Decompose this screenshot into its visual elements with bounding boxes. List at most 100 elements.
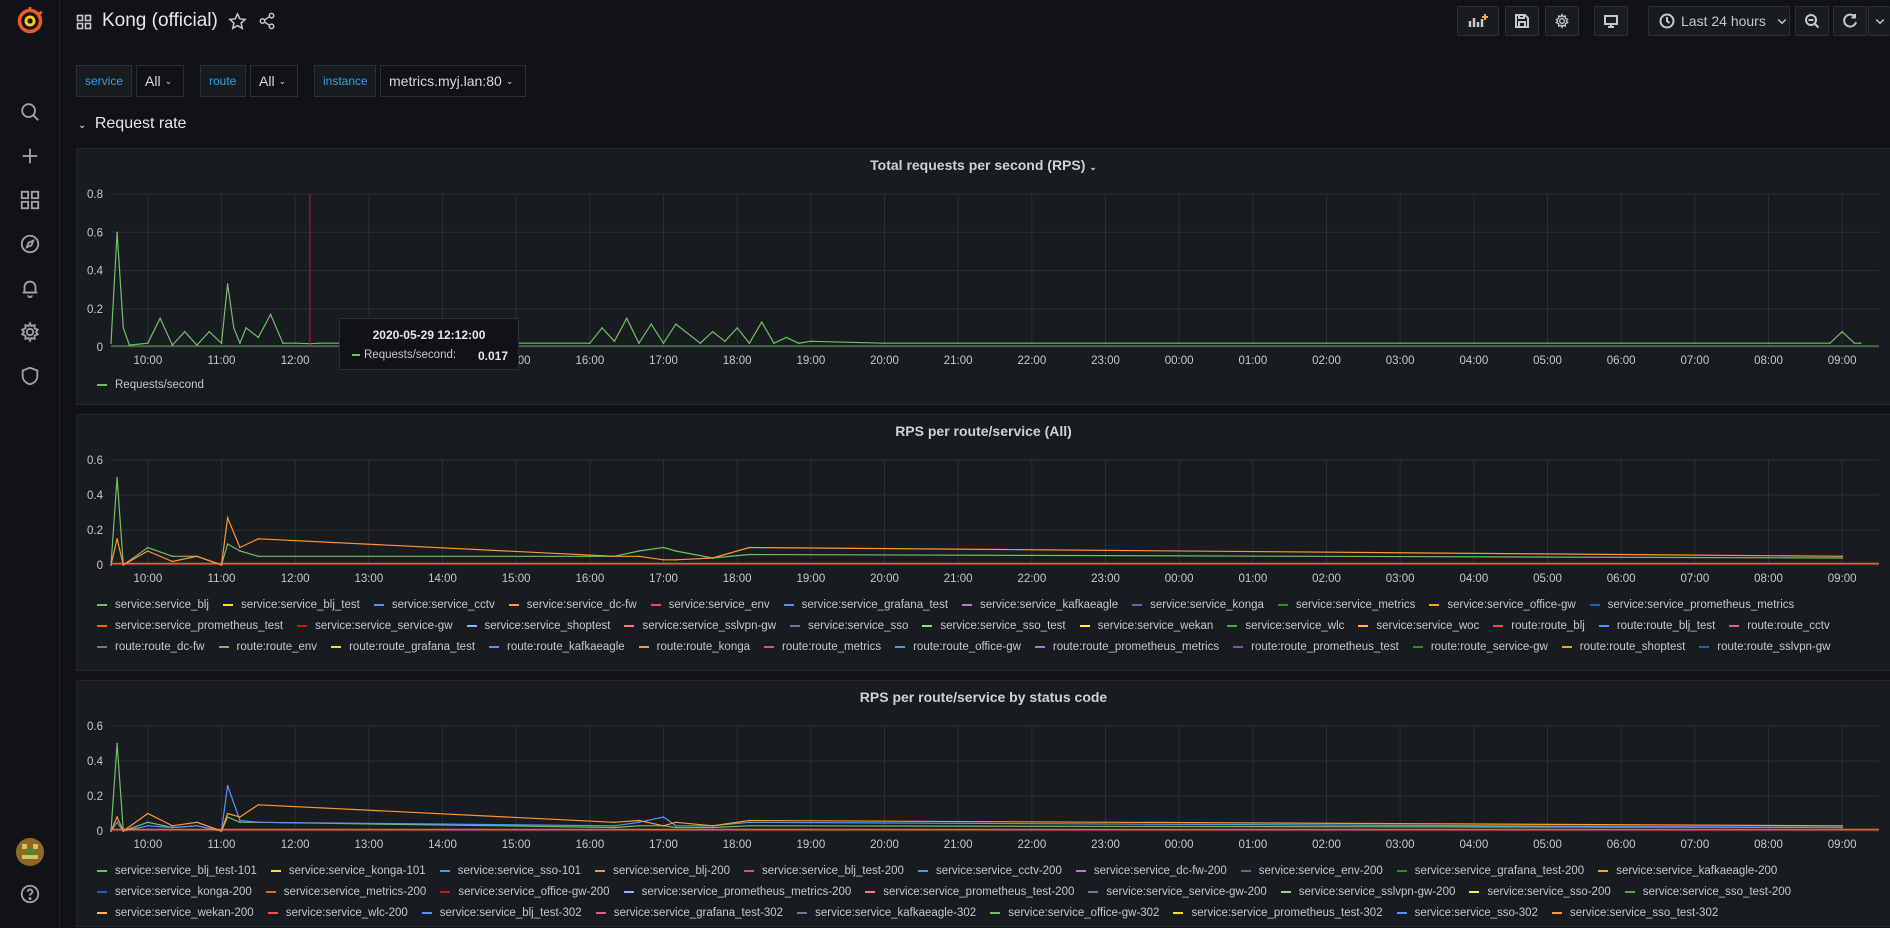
legend-item[interactable]: service:service_service-gw (297, 616, 453, 637)
variable-select-route[interactable]: All ⌄ (250, 65, 298, 97)
legend-label: service:service_service-gw (315, 620, 453, 632)
legend-item[interactable]: service:service_cctv (373, 595, 495, 616)
dashboard-title[interactable]: Kong (official) (102, 10, 218, 31)
legend-item[interactable]: service:service_metrics (1277, 595, 1415, 616)
legend-item[interactable]: service:service_konga-200 (97, 882, 252, 903)
legend-item[interactable]: service:service_env-200 (1240, 861, 1383, 882)
grafana-logo-icon[interactable] (16, 7, 44, 35)
bell-icon[interactable] (16, 274, 44, 302)
legend-item[interactable]: route:route_cctv (1729, 616, 1830, 637)
save-dashboard-button[interactable] (1505, 6, 1539, 36)
legend-item[interactable]: route:route_grafana_test (331, 637, 475, 658)
legend-item[interactable]: service:service_service-gw-200 (1088, 882, 1267, 903)
dashboard-settings-button[interactable] (1545, 6, 1579, 36)
legend-item[interactable]: service:service_sso (790, 616, 908, 637)
legend-item[interactable]: service:service_grafana_test-200 (1396, 861, 1584, 882)
x-tick-label: 08:00 (1754, 573, 1783, 585)
legend-item[interactable]: service:service_dc-fw (508, 595, 637, 616)
legend-item[interactable]: service:service_prometheus_metrics (1589, 595, 1794, 616)
panel-title[interactable]: Total requests per second (RPS) ⌄ (77, 157, 1890, 173)
legend-item[interactable]: service:service_prometheus_test-302 (1173, 903, 1383, 924)
data-point (662, 546, 665, 549)
legend-item[interactable]: service:service_sso-101 (439, 861, 581, 882)
data-point (226, 283, 229, 285)
legend-item[interactable]: service:service_office-gw-302 (990, 903, 1159, 924)
legend-item[interactable]: service:service_blj-200 (595, 861, 730, 882)
legend-item[interactable]: service:service_prometheus_metrics-200 (623, 882, 851, 903)
legend-item[interactable]: service:service_prometheus_test (97, 616, 283, 637)
legend-item[interactable]: service:service_sso-200 (1469, 882, 1611, 903)
legend-item[interactable]: service:service_wekan (1079, 616, 1213, 637)
legend-item[interactable]: service:service_grafana_test (783, 595, 948, 616)
legend-item[interactable]: route:route_metrics (764, 637, 881, 658)
legend-item[interactable]: route:route_shoptest (1561, 637, 1685, 658)
legend-item[interactable]: service:service_sso_test (922, 616, 1066, 637)
legend-item[interactable]: service:service_sslvpn-gw (624, 616, 776, 637)
dashboard-grid-icon[interactable] (76, 14, 92, 33)
legend-item[interactable]: service:service_wlc-200 (267, 903, 408, 924)
legend-item[interactable]: route:route_blj_test (1598, 616, 1715, 637)
zoom-out-button[interactable] (1795, 6, 1829, 36)
legend-item[interactable]: service:service_konga-101 (270, 861, 426, 882)
panel-title[interactable]: RPS per route/service by status code (77, 689, 1890, 705)
legend-item[interactable]: service:service_sslvpn-gw-200 (1280, 882, 1455, 903)
row-header-request-rate[interactable]: ⌄ Request rate (78, 115, 186, 133)
legend-item[interactable]: service:service_wekan-200 (97, 903, 254, 924)
legend-item[interactable]: service:service_kafkaeagle-200 (1598, 861, 1777, 882)
legend-item[interactable]: service:service_konga (1132, 595, 1264, 616)
legend-item[interactable]: service:service_prometheus_test-200 (865, 882, 1074, 903)
refresh-button[interactable] (1833, 6, 1867, 36)
legend-item[interactable]: Requests/second (97, 375, 204, 396)
dashboards-icon[interactable] (16, 186, 44, 214)
legend-item[interactable]: service:service_kafkaeagle (962, 595, 1118, 616)
plus-icon[interactable] (16, 142, 44, 170)
legend-item[interactable]: service:service_wlc (1227, 616, 1344, 637)
legend-item[interactable]: service:service_office-gw-200 (440, 882, 610, 903)
legend-item[interactable]: service:service_blj (97, 595, 209, 616)
legend-item[interactable]: service:service_sso_test-302 (1551, 903, 1718, 924)
legend-item[interactable]: service:service_kafkaeagle-302 (797, 903, 976, 924)
legend-item[interactable]: service:service_woc (1358, 616, 1479, 637)
legend-item[interactable]: service:service_blj_test-101 (97, 861, 257, 882)
legend-item[interactable]: route:route_sslvpn-gw (1699, 637, 1830, 658)
refresh-interval-dropdown[interactable] (1868, 6, 1890, 36)
legend-item[interactable]: service:service_sso_test-200 (1624, 882, 1791, 903)
gear-icon[interactable] (16, 318, 44, 346)
legend-item[interactable]: route:route_office-gw (895, 637, 1021, 658)
chart-rps-per-route-service[interactable]: 0 0.2 0.4 0.6 10:00 11:00 12:00 13:00 14:00 15:00… (77, 415, 1890, 672)
legend-item[interactable]: service:service_dc-fw-200 (1075, 861, 1227, 882)
compass-icon[interactable] (16, 230, 44, 258)
search-icon[interactable] (16, 98, 44, 126)
legend-item[interactable]: service:service_blj_test (222, 595, 360, 616)
legend-item[interactable]: service:service_shoptest (466, 616, 610, 637)
legend-item[interactable]: service:service_blj_test-200 (744, 861, 904, 882)
legend-item[interactable]: service:service_cctv-200 (917, 861, 1062, 882)
legend-item[interactable]: route:route_env (218, 637, 317, 658)
chart-rps-by-status-code[interactable]: 0 0.2 0.4 0.6 10:00 11:00 12:00 13:00 14:00 15:00… (77, 681, 1890, 928)
legend-swatch (638, 645, 649, 648)
legend-item[interactable]: service:service_office-gw (1429, 595, 1576, 616)
legend-item[interactable]: route:route_konga (638, 637, 750, 658)
share-icon[interactable] (258, 12, 276, 33)
legend-item[interactable]: route:route_blj (1493, 616, 1585, 637)
add-panel-button[interactable] (1457, 6, 1499, 36)
legend-item[interactable]: service:service_metrics-200 (265, 882, 426, 903)
legend-item[interactable]: service:service_blj_test-302 (421, 903, 582, 924)
legend-item[interactable]: route:route_kafkaeagle (489, 637, 625, 658)
avatar[interactable] (16, 838, 44, 866)
legend-item[interactable]: route:route_prometheus_metrics (1034, 637, 1219, 658)
legend-item[interactable]: service:service_sso-302 (1396, 903, 1538, 924)
help-icon[interactable] (16, 880, 44, 908)
cycle-view-mode-button[interactable] (1594, 6, 1628, 36)
star-icon[interactable] (228, 12, 247, 34)
variable-select-instance[interactable]: metrics.myj.lan:80 ⌄ (380, 65, 526, 97)
legend-item[interactable]: service:service_grafana_test-302 (595, 903, 783, 924)
panel-title[interactable]: RPS per route/service (All) (77, 423, 1890, 439)
time-range-picker[interactable]: Last 24 hours (1648, 6, 1790, 36)
legend-item[interactable]: route:route_service-gw (1412, 637, 1548, 658)
legend-item[interactable]: service:service_env (650, 595, 770, 616)
shield-icon[interactable] (16, 362, 44, 390)
variable-select-service[interactable]: All ⌄ (136, 65, 184, 97)
legend-item[interactable]: route:route_dc-fw (97, 637, 205, 658)
legend-item[interactable]: route:route_prometheus_test (1233, 637, 1399, 658)
